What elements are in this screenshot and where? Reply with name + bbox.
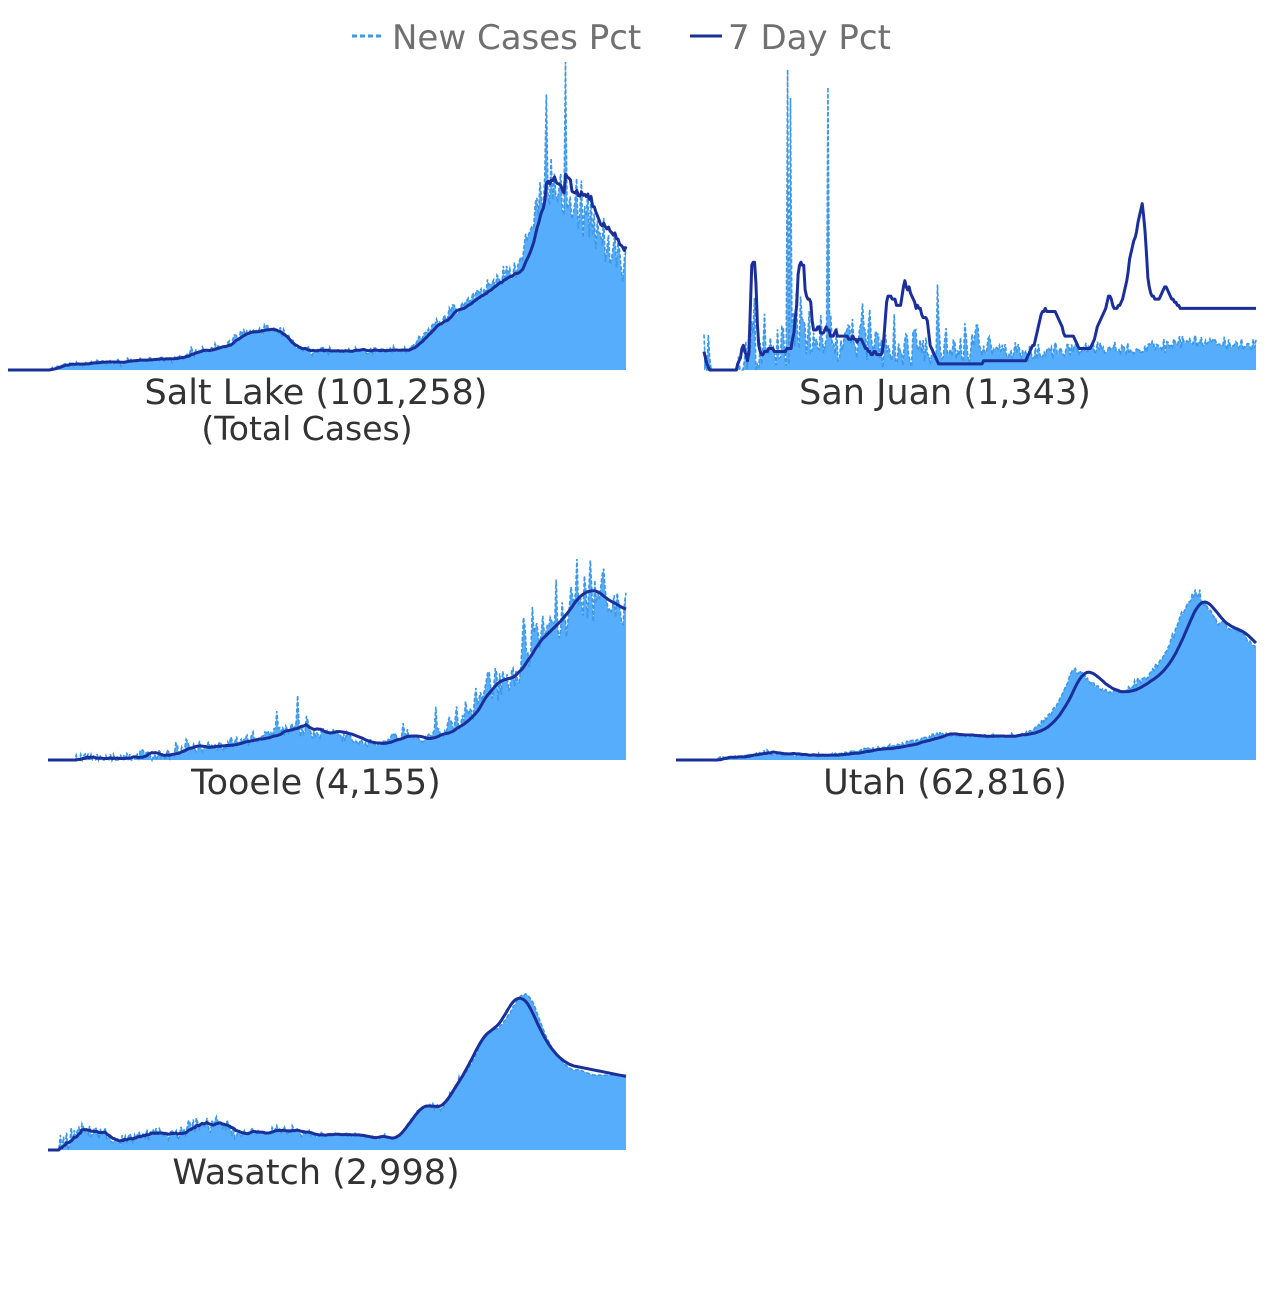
panel-3-seven-day-line	[676, 600, 1258, 762]
panel-2: Tooele (4,155)	[48, 558, 627, 803]
panel-0-seven-day-line	[8, 172, 628, 372]
panel-1-new-cases-line	[703, 69, 1257, 371]
panel-4: Wasatch (2,998)	[48, 992, 627, 1193]
panel-2-marks	[48, 558, 627, 764]
panel-4-seven-day-line	[48, 996, 627, 1152]
panel-1-title: San Juan (1,343)	[799, 373, 1091, 413]
panel-1-marks	[702, 69, 1257, 372]
panel-3-marks	[676, 589, 1258, 762]
panel-2-seven-day-line	[48, 589, 627, 762]
panel-2-title: Tooele (4,155)	[190, 763, 441, 803]
panel-4-new-cases-area	[48, 993, 626, 1150]
panel-3: Utah (62,816)	[676, 589, 1258, 803]
legend-seven-day-label: 7 Day Pct	[728, 18, 891, 58]
panel-0-marks	[8, 61, 628, 372]
panel-4-title: Wasatch (2,998)	[172, 1153, 459, 1193]
legend: New Cases Pct 7 Day Pct	[352, 18, 891, 58]
panel-0-new-cases-area	[8, 62, 626, 370]
panel-3-new-cases-area	[676, 589, 1256, 760]
panel-0: Salt Lake (101,258) (Total Cases)	[8, 61, 628, 448]
panel-4-marks	[48, 992, 627, 1152]
panel-0-title: Salt Lake (101,258)	[145, 373, 488, 413]
panel-0-subtitle: (Total Cases)	[201, 409, 412, 448]
panel-2-new-cases-area	[48, 558, 626, 760]
panel-1: San Juan (1,343)	[702, 69, 1257, 413]
panel-1-seven-day-line	[702, 202, 1257, 372]
panel-3-title: Utah (62,816)	[823, 763, 1067, 803]
legend-new-cases-label: New Cases Pct	[392, 18, 641, 58]
